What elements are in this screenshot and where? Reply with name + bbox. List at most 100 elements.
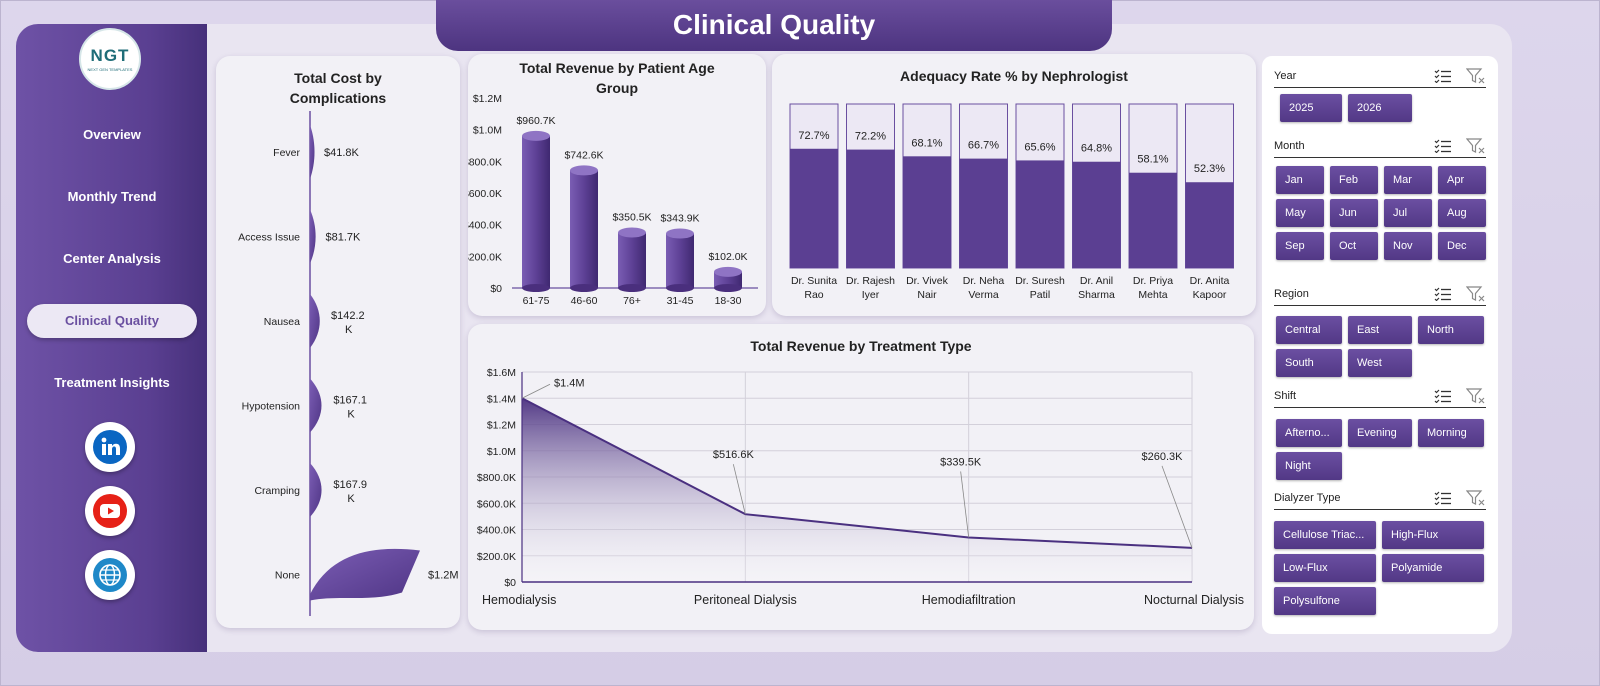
data-label: $742.6K (564, 149, 603, 161)
y-tick-label: $800.0K (477, 472, 516, 484)
adequacy-chart: 72.7% Dr. Sunita Rao 72.2% Dr. Rajesh Iyer 68.… (789, 103, 1234, 301)
slicer-option-morning[interactable]: Morning (1418, 419, 1484, 447)
slicer-option-dec[interactable]: Dec (1438, 232, 1486, 260)
x-tick-label: Dr. Neha (963, 275, 1005, 287)
nav-item-clinical-quality[interactable]: Clinical Quality (27, 304, 197, 338)
bar-6 (1129, 172, 1177, 268)
bar-61-75 (522, 135, 550, 288)
bar-0 (790, 148, 838, 268)
slicer-option-aug[interactable]: Aug (1438, 199, 1486, 227)
y-tick-label: None (275, 570, 300, 582)
bar-top (714, 266, 742, 277)
slicer-option-high-flux[interactable]: High-Flux (1382, 521, 1484, 549)
slicer-option-low-flux[interactable]: Low-Flux (1274, 554, 1376, 582)
slicer-dialyzer-type: Dialyzer Type (1274, 486, 1486, 510)
data-label: $102.0K (708, 251, 747, 263)
bar-none (310, 548, 420, 601)
y-tick-label: $600.0K (477, 498, 516, 510)
multi-select-icon[interactable] (1434, 389, 1452, 403)
slicer-option-nov[interactable]: Nov (1384, 232, 1432, 260)
slicer-option-polyamide[interactable]: Polyamide (1382, 554, 1484, 582)
complications-chart: Fever $41.8K Access Issue $81.7K Nausea $142.… (238, 111, 459, 616)
x-tick-label: Nocturnal Dialysis (1144, 593, 1244, 607)
clear-filter-icon[interactable] (1466, 489, 1486, 506)
bar-access-issue (310, 209, 316, 264)
clear-filter-icon[interactable] (1466, 387, 1486, 404)
x-tick-label: 61-75 (523, 295, 550, 307)
y-tick-label: Cramping (254, 485, 300, 497)
data-label: $343.9K (660, 213, 699, 225)
nav-item-treatment-insights[interactable]: Treatment Insights (54, 375, 170, 390)
treatment-chart-title: Total Revenue by Treatment Type (750, 338, 972, 354)
data-label: $960.7K (516, 115, 555, 127)
slicer-header: Month (1274, 134, 1486, 158)
slicer-header: Shift (1274, 384, 1486, 408)
slicer-option-mar[interactable]: Mar (1384, 166, 1432, 194)
bar-4 (1016, 160, 1064, 268)
x-tick-label: Verma (968, 289, 999, 301)
label-leader (1161, 465, 1193, 548)
treatment-chart: $0 $200.0K $400.0K $600.0K $800.0K $1.0M $1.2M… (477, 367, 1244, 607)
clear-filter-icon[interactable] (1466, 67, 1486, 84)
x-tick-label: Dr. Sunita (791, 275, 837, 287)
bar-31-45 (666, 233, 694, 288)
slicer-option-south[interactable]: South (1276, 349, 1342, 377)
slicer-option-afternoon[interactable]: Afterno... (1276, 419, 1342, 447)
data-label: $350.5K (612, 212, 651, 224)
slicer-option-jun[interactable]: Jun (1330, 199, 1378, 227)
filter-panel: Year 2025 2026 Month Jan Feb Mar Apr May… (1262, 56, 1498, 634)
x-tick-label: Hemodiafiltration (922, 593, 1016, 607)
slicer-option-night[interactable]: Night (1276, 452, 1342, 480)
bar-base (522, 284, 550, 292)
x-tick-label: Dr. Anil (1080, 275, 1113, 287)
slicer-option-may[interactable]: May (1276, 199, 1324, 227)
data-label: $41.8K (324, 147, 360, 159)
slicer-option-polysulfone[interactable]: Polysulfone (1274, 587, 1376, 615)
slicer-option-jul[interactable]: Jul (1384, 199, 1432, 227)
slicer-option-apr[interactable]: Apr (1438, 166, 1486, 194)
slicer-option-2025[interactable]: 2025 (1280, 94, 1342, 122)
slicer-option-oct[interactable]: Oct (1330, 232, 1378, 260)
website-button[interactable] (85, 550, 135, 600)
multi-select-icon[interactable] (1434, 491, 1452, 505)
nav-item-monthly-trend[interactable]: Monthly Trend (67, 189, 157, 204)
slicer-option-sep[interactable]: Sep (1276, 232, 1324, 260)
y-tick-label: $400.0K (477, 525, 516, 537)
x-tick-label: Mehta (1138, 289, 1167, 301)
data-label: $1.2M (428, 570, 459, 582)
linkedin-icon (93, 430, 127, 464)
slicer-option-north[interactable]: North (1418, 316, 1484, 344)
slicer-option-west[interactable]: West (1348, 349, 1412, 377)
clear-filter-icon[interactable] (1466, 285, 1486, 302)
slicer-option-2026[interactable]: 2026 (1348, 94, 1412, 122)
multi-select-icon[interactable] (1434, 139, 1452, 153)
clear-filter-icon[interactable] (1466, 137, 1486, 154)
slicer-option-east[interactable]: East (1348, 316, 1412, 344)
nav-item-overview[interactable]: Overview (83, 127, 141, 142)
slicer-option-feb[interactable]: Feb (1330, 166, 1378, 194)
slicer-option-cellulose-triacetate[interactable]: Cellulose Triac... (1274, 521, 1376, 549)
slicer-option-jan[interactable]: Jan (1276, 166, 1324, 194)
adequacy-chart-title: Adequacy Rate % by Nephrologist (900, 68, 1128, 84)
page-title: Clinical Quality (436, 0, 1112, 51)
multi-select-icon[interactable] (1434, 287, 1452, 301)
bar-46-60 (570, 170, 598, 288)
x-tick-label: 46-60 (571, 295, 598, 307)
nav-item-center-analysis[interactable]: Center Analysis (63, 251, 161, 266)
label-leader (732, 464, 746, 515)
youtube-button[interactable] (85, 486, 135, 536)
logo[interactable]: NGT NEXT GEN TEMPLATES (79, 28, 141, 90)
slicer-option-evening[interactable]: Evening (1348, 419, 1412, 447)
multi-select-icon[interactable] (1434, 69, 1452, 83)
slicer-title: Dialyzer Type (1274, 491, 1341, 504)
bar-7 (1185, 182, 1234, 268)
data-label: $260.3K (1142, 451, 1184, 463)
adequacy-card: Adequacy Rate % by Nephrologist 72.7% Dr.… (772, 54, 1256, 316)
y-tick-label: $200.0K (477, 551, 516, 563)
x-tick-label: Dr. Priya (1133, 275, 1173, 287)
slicer-option-central[interactable]: Central (1276, 316, 1342, 344)
x-tick-label: Dr. Anita (1190, 275, 1230, 287)
y-tick-label: $1.2M (473, 93, 502, 105)
slicer-title: Shift (1274, 389, 1297, 402)
linkedin-button[interactable] (85, 422, 135, 472)
